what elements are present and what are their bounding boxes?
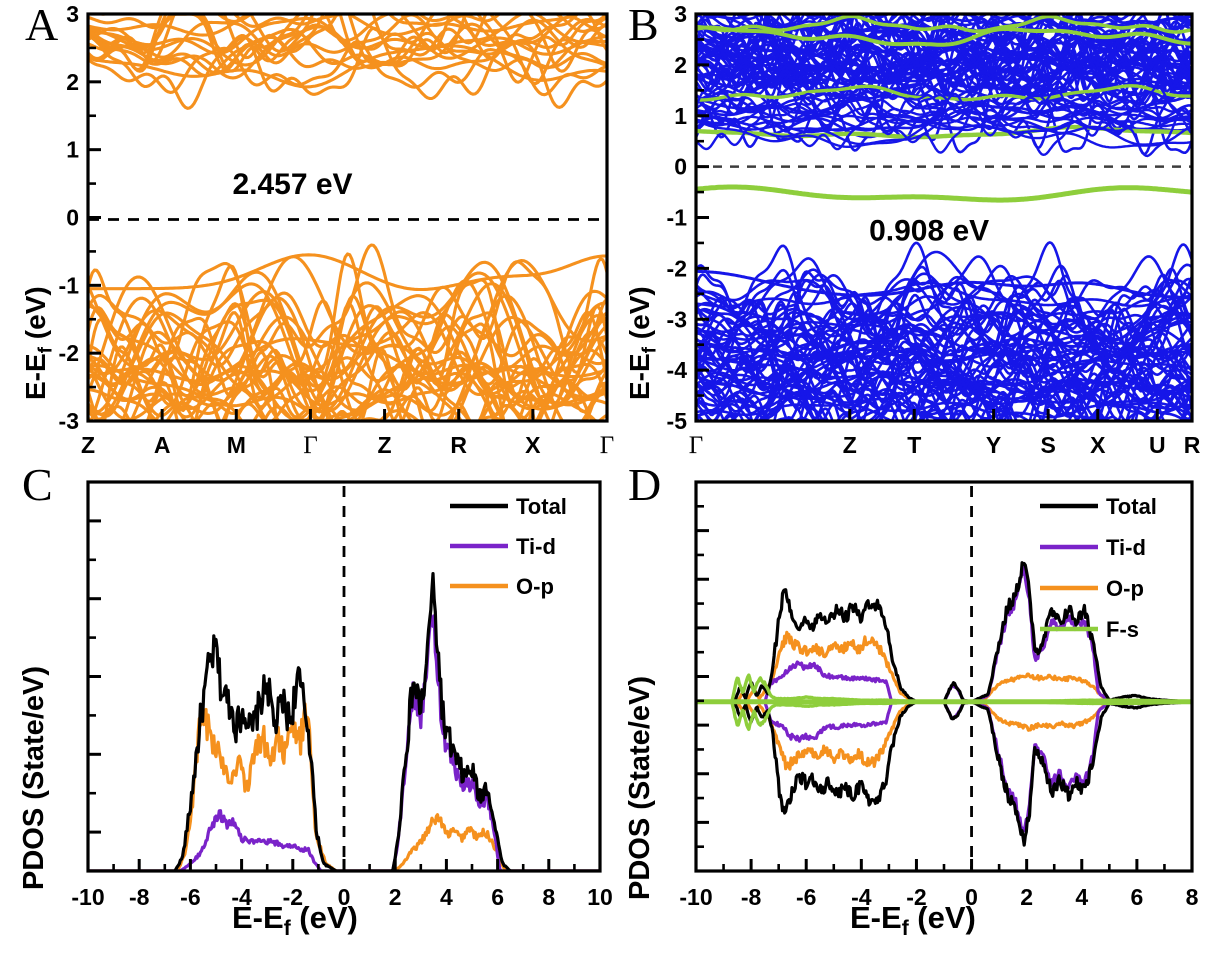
panel-b-ylabel-main: E-E [624,353,655,400]
svg-text:2: 2 [66,69,79,95]
panel-b-ylabel-unit: (eV) [624,286,655,347]
svg-text:-1: -1 [667,205,688,231]
svg-text:8: 8 [1186,884,1199,910]
panel-b-letter: B [628,0,659,50]
svg-text:-3: -3 [59,408,79,434]
svg-text:R: R [450,432,467,458]
svg-text:-4: -4 [851,884,872,910]
panel-c-legend-label: O-p [516,574,554,599]
panel-b-ylabel-sub: f [639,346,661,354]
panel-d-legend: Total Ti-d O-p F-s [1040,494,1157,642]
svg-text:4: 4 [1075,884,1088,910]
svg-text:R: R [1184,432,1201,458]
svg-text:-8: -8 [741,884,762,910]
panel-d-legend-label: Total [1106,494,1157,519]
svg-text:6: 6 [491,884,504,910]
svg-text:M: M [227,432,246,458]
svg-text:-6: -6 [180,884,200,910]
svg-text:-2: -2 [59,340,79,366]
svg-text:-10: -10 [71,884,104,910]
svg-text:Z: Z [378,432,392,458]
svg-text:-5: -5 [667,408,688,434]
svg-text:0: 0 [66,205,79,231]
svg-text:-4: -4 [667,357,688,383]
svg-text:-2: -2 [667,255,687,281]
panel-b-plot: 0.908 eV 3 2 1 0 -1 -2 -3 -4 -5Γ Z T Y S X U R [667,1,1201,459]
panel-c-legend-label: Ti-d [516,534,556,559]
svg-text:-4: -4 [231,884,252,910]
panel-d-xlabel-main: E-E [850,900,902,935]
svg-text:4: 4 [440,884,453,910]
panel-a-ylabel: E-Ef (eV) [20,286,58,400]
svg-text:3: 3 [674,1,687,27]
svg-text:6: 6 [1130,884,1143,910]
panel-a-ylabel-sub: f [35,346,57,354]
svg-text:0: 0 [338,884,351,910]
panel-c-legend: Total Ti-d O-p [450,494,567,599]
panel-d-plot: -10 -8 -6 -4 -2 0 2 4 6 8 Total Ti-d O-p F-s [679,480,1199,910]
panel-d-legend-label: Ti-d [1106,535,1146,560]
svg-text:Γ: Γ [689,432,703,459]
svg-text:-1: -1 [59,272,80,298]
panel-c-xlabel-sub: f [283,917,291,941]
panel-a-letter: A [25,0,59,50]
panel-c: C PDOS (State/eV) E-Ef (eV) -10 -8 -6 -4 -2 0… [0,460,620,957]
svg-text:-8: -8 [129,884,150,910]
panel-b-gap-label: 0.908 eV [869,214,989,247]
svg-text:-3: -3 [667,306,687,332]
panel-a: A E-Ef (eV) 2.457 eV 3 2 1 0 -1 -2 -3 Z A M Γ Z R X Γ [0,0,620,470]
svg-text:Γ: Γ [600,432,614,459]
panel-b-ylabel: E-Ef (eV) [624,286,662,400]
panel-c-ylabel: PDOS (State/eV) [18,666,50,890]
panel-d: D PDOS (State/eV) E-Ef (eV) -10 -8 -6 -4 -2 0… [620,460,1213,957]
panel-c-xlabel-unit: (eV) [290,900,358,935]
panel-c-plot: -10 -8 -6 -4 -2 0 2 4 6 8 10 Total Ti-d O-p [71,480,613,910]
svg-text:Y: Y [986,432,1001,458]
panel-a-ylabel-unit: (eV) [20,286,51,347]
svg-text:2: 2 [674,52,687,78]
panel-a-gap-label: 2.457 eV [232,168,352,201]
panel-a-ylabel-main: E-E [20,353,51,400]
svg-text:2: 2 [1020,884,1033,910]
svg-text:-10: -10 [679,884,712,910]
svg-text:0: 0 [965,884,978,910]
svg-text:X: X [525,432,541,458]
panel-d-xlabel-unit: (eV) [908,900,976,935]
svg-text:-2: -2 [283,884,303,910]
svg-text:X: X [1090,432,1106,458]
svg-text:A: A [154,432,171,458]
panel-c-xlabel: E-Ef (eV) [232,900,358,941]
panel-d-xlabel-sub: f [901,917,909,941]
panel-d-series-total-down [696,700,1192,847]
svg-text:3: 3 [66,1,79,27]
svg-text:Z: Z [843,432,857,458]
panel-d-legend-label: F-s [1106,617,1139,642]
panel-c-xlabel-main: E-E [232,900,284,935]
panel-b: B E-Ef (eV) 0.908 eV 3 2 1 0 -1 -2 -3 -4 -5 Γ Z T Y S X… [620,0,1213,470]
panel-c-legend-label: Total [516,494,567,519]
panel-c-letter: C [22,459,53,510]
panel-d-legend-label: O-p [1106,576,1144,601]
svg-text:T: T [907,432,921,458]
svg-text:1: 1 [66,137,79,163]
svg-text:Z: Z [81,432,95,458]
svg-text:Γ: Γ [303,432,317,459]
svg-text:10: 10 [587,884,613,910]
panel-d-ylabel: PDOS (State/eV) [624,676,656,900]
svg-text:S: S [1040,432,1055,458]
svg-text:-2: -2 [906,884,926,910]
panel-d-letter: D [628,459,662,510]
svg-text:-6: -6 [796,884,816,910]
svg-text:8: 8 [542,884,555,910]
svg-text:U: U [1149,432,1166,458]
svg-text:0: 0 [674,154,687,180]
panel-d-xlabel: E-Ef (eV) [850,900,976,941]
svg-text:2: 2 [389,884,402,910]
svg-text:1: 1 [674,103,687,129]
